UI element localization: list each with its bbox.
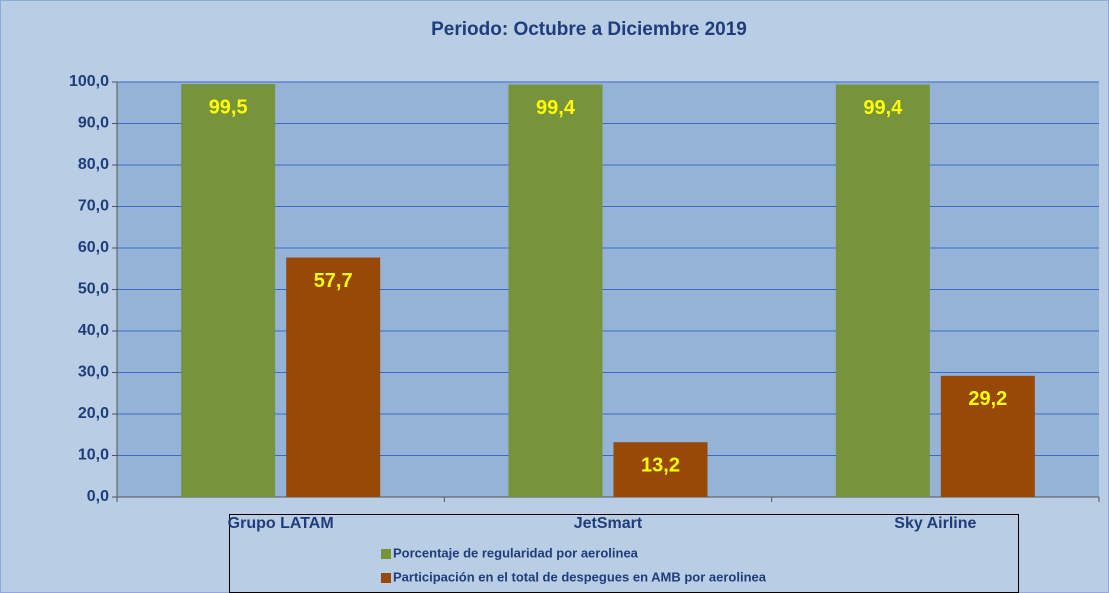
y-tick-label: 80,0: [78, 156, 109, 173]
y-tick-label: 60,0: [78, 239, 109, 256]
y-tick-label: 0,0: [87, 488, 109, 505]
legend-swatch: [381, 549, 391, 559]
legend-label: Participación en el total de despegues e…: [393, 569, 767, 584]
bar: [940, 375, 1035, 497]
chart-title: Periodo: Octubre a Diciembre 2019: [431, 19, 747, 40]
value-label: 99,5: [209, 96, 248, 118]
bar: [508, 84, 603, 498]
y-tick-label: 70,0: [78, 198, 109, 215]
value-label: 13,2: [641, 455, 680, 477]
y-tick-label: 50,0: [78, 281, 109, 298]
y-tick-label: 30,0: [78, 364, 109, 381]
y-tick-label: 100,0: [69, 73, 109, 90]
legend-box: [229, 514, 1019, 593]
value-label: 99,4: [863, 97, 903, 119]
bar: [181, 84, 276, 497]
y-tick-label: 20,0: [78, 405, 109, 422]
bar: [286, 257, 381, 497]
y-tick-label: 40,0: [78, 322, 109, 339]
legend-swatch: [381, 573, 391, 583]
x-tick-label: Grupo LATAM: [228, 515, 334, 532]
legend-label: Porcentaje de regularidad por aerolinea: [393, 545, 639, 560]
y-tick-label: 10,0: [78, 447, 109, 464]
x-tick-label: JetSmart: [574, 515, 643, 532]
bar: [613, 442, 708, 497]
x-tick-label: Sky Airline: [894, 515, 976, 532]
value-label: 57,7: [314, 270, 353, 292]
bar: [835, 84, 930, 498]
value-label: 99,4: [536, 97, 576, 119]
value-label: 29,2: [968, 388, 1007, 410]
y-tick-label: 90,0: [78, 115, 109, 132]
